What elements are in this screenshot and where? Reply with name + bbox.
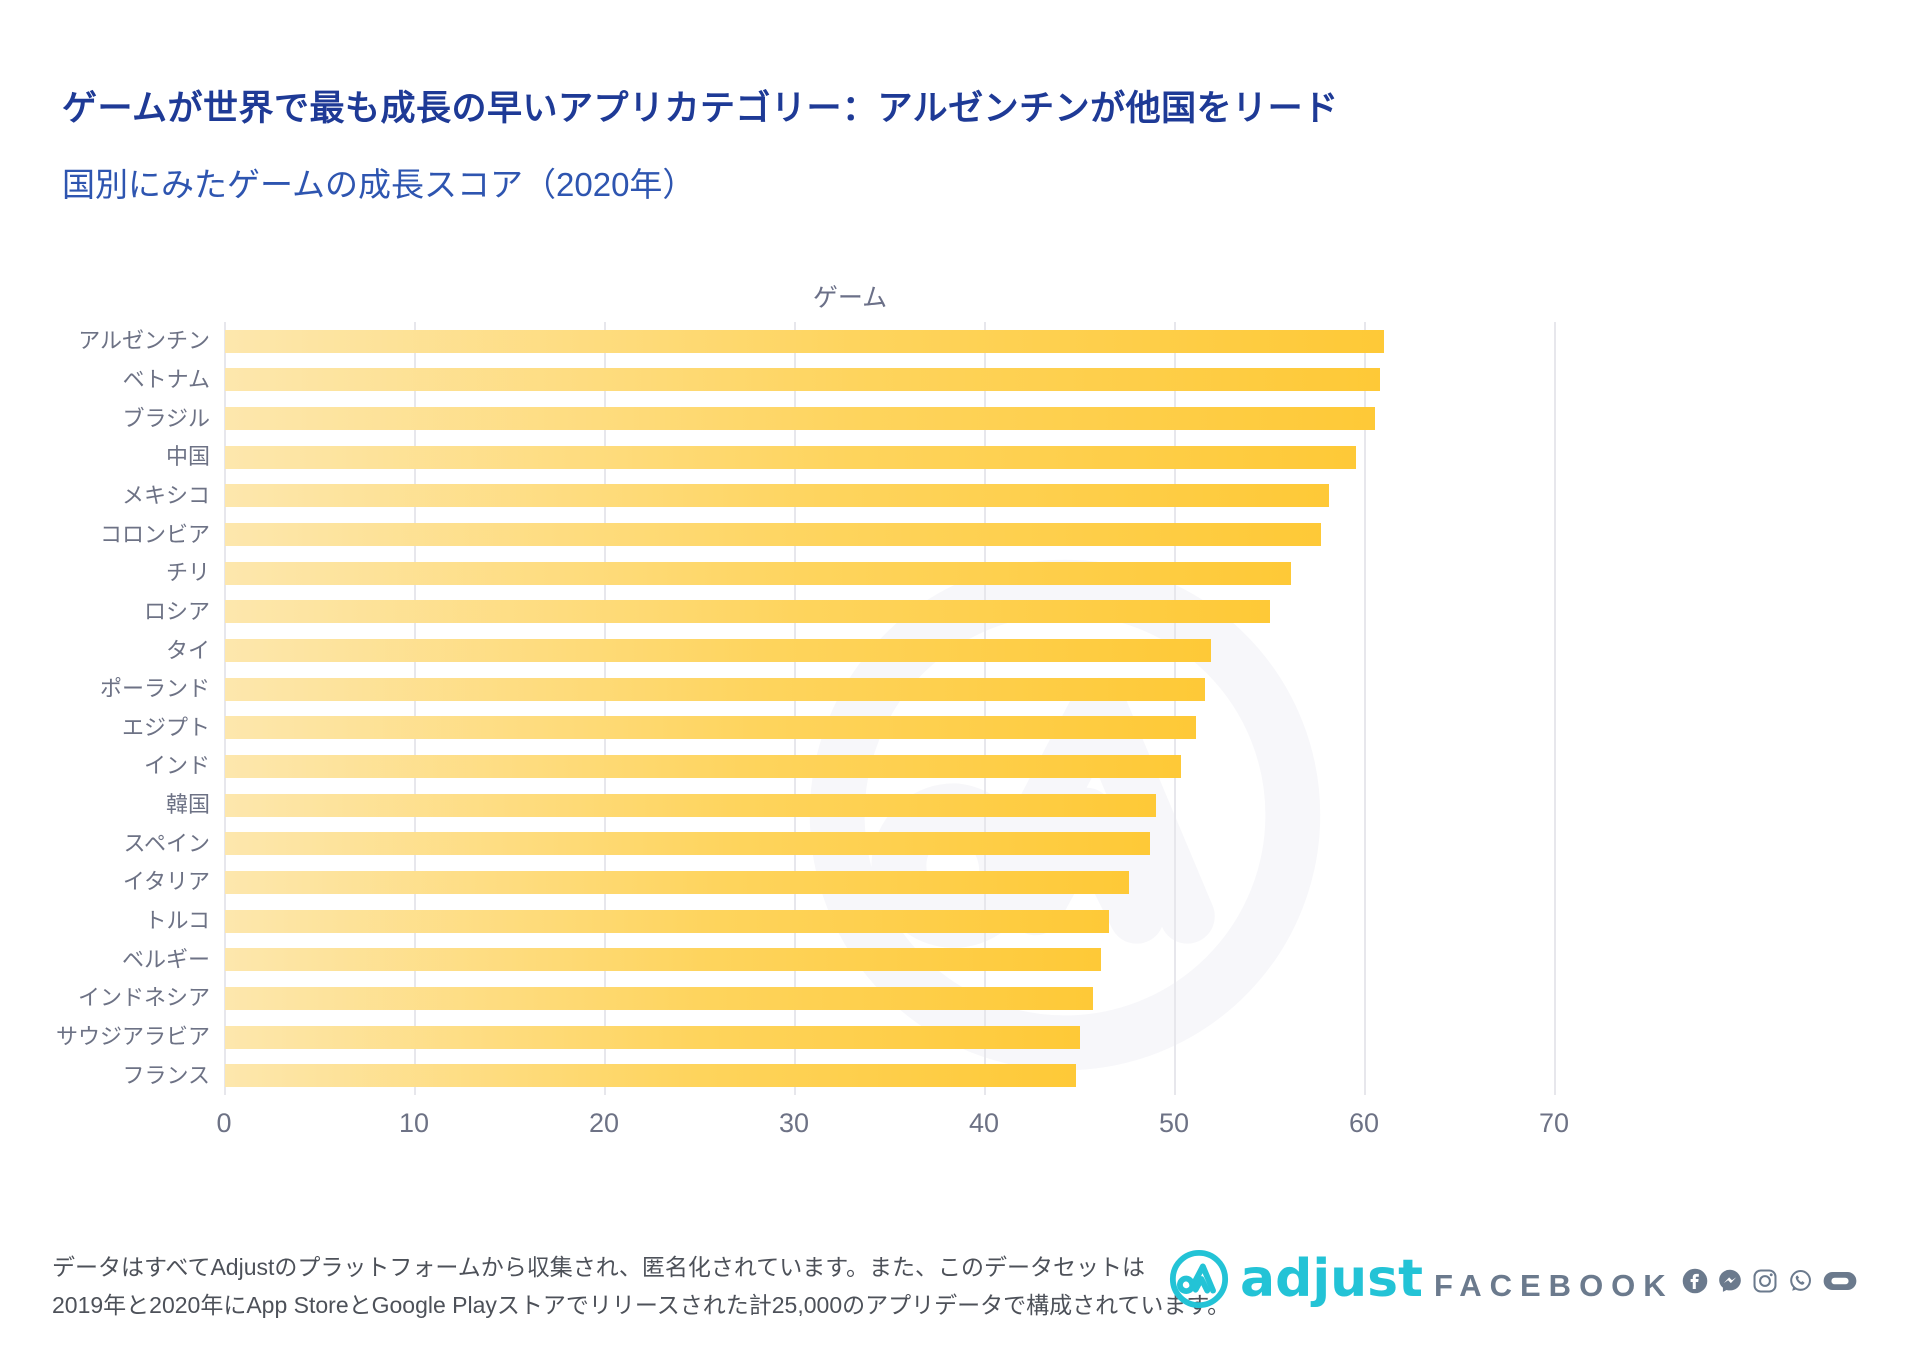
x-tick-label: 50 xyxy=(1158,1108,1190,1138)
gridline-x40 xyxy=(984,322,986,1095)
page-subtitle: 国別にみたゲームの成長スコア（2020年） xyxy=(62,166,696,203)
bar-8 xyxy=(225,639,1212,663)
x-tick-label: 70 xyxy=(1538,1108,1570,1138)
x-tick-label: 60 xyxy=(1348,1108,1380,1138)
bar-14 xyxy=(225,870,1130,894)
page-title: ゲームが世界で最も成長の早いアプリカテゴリー：アルゼンチンが他国をリード xyxy=(62,89,1339,128)
messenger-icon[interactable] xyxy=(1717,1268,1743,1294)
bar-1 xyxy=(225,368,1381,392)
facebook-wordmark[interactable]: FACEBOOK xyxy=(1434,1268,1674,1303)
country-label: トルコ xyxy=(144,908,210,934)
country-label: ベトナム xyxy=(122,366,210,392)
country-label: チリ xyxy=(165,560,210,586)
bar-15 xyxy=(225,909,1109,933)
bar-2 xyxy=(225,407,1375,431)
country-label: スペイン xyxy=(123,830,210,856)
bar-13 xyxy=(225,832,1151,856)
country-label: メキシコ xyxy=(121,482,210,508)
gridline-x0 xyxy=(224,322,226,1095)
source-note-line2: 2019年と2020年にApp StoreとGoogle Playストアでリリー… xyxy=(52,1292,1231,1318)
country-label: エジプト xyxy=(121,714,210,740)
country-label: 韓国 xyxy=(165,792,210,818)
bar-19 xyxy=(225,1064,1077,1088)
bar-7 xyxy=(225,600,1270,624)
x-tick-label: 10 xyxy=(398,1108,430,1138)
bar-16 xyxy=(225,948,1101,972)
gridline-x30 xyxy=(794,322,796,1095)
bar-5 xyxy=(225,523,1322,547)
gridline-x50 xyxy=(1174,322,1176,1095)
source-note-line1: データはすべてAdjustのプラットフォームから収集され、匿名化されています。ま… xyxy=(52,1254,1145,1280)
country-label: ポーランド xyxy=(99,676,210,702)
x-tick-label: 40 xyxy=(968,1108,1000,1138)
country-label: イタリア xyxy=(122,869,210,895)
branding-bar: adjust FACEBOOK xyxy=(1168,1240,1888,1330)
bar-6 xyxy=(225,561,1291,585)
bar-chart: ゲーム アルゼンチンベトナムブラジル中国メキシココロンビアチリロシアタイポーラン… xyxy=(0,230,1920,1160)
bar-3 xyxy=(225,445,1356,469)
bar-4 xyxy=(225,484,1329,508)
facebook-icon[interactable] xyxy=(1682,1268,1708,1294)
country-label: ロシア xyxy=(143,598,210,624)
x-tick-label: 20 xyxy=(588,1108,620,1138)
country-label: コロンビア xyxy=(99,521,210,547)
country-label: インドネシア xyxy=(77,985,210,1011)
country-label: タイ xyxy=(165,637,210,663)
bar-18 xyxy=(225,1025,1080,1049)
chart-title: ゲーム xyxy=(812,284,888,312)
adjust-wordmark: adjust xyxy=(1240,1249,1423,1309)
gridline-x60 xyxy=(1364,322,1366,1095)
country-label: ブラジル xyxy=(122,405,210,431)
bar-0 xyxy=(225,329,1384,353)
country-label: アルゼンチン xyxy=(78,328,210,354)
social-icons xyxy=(1682,1268,1858,1294)
whatsapp-icon[interactable] xyxy=(1787,1268,1813,1294)
gridline-x20 xyxy=(604,322,606,1095)
country-label: 中国 xyxy=(165,444,210,470)
adjust-logo[interactable]: adjust xyxy=(1168,1248,1423,1310)
source-note: データはすべてAdjustのプラットフォームから収集され、匿名化されています。ま… xyxy=(52,1248,1230,1324)
bar-10 xyxy=(225,716,1196,740)
bar-12 xyxy=(225,793,1156,817)
instagram-icon[interactable] xyxy=(1752,1268,1778,1294)
oculus-icon[interactable] xyxy=(1822,1269,1858,1293)
gridline-x10 xyxy=(414,322,416,1095)
country-label: サウジアラビア xyxy=(55,1024,210,1050)
x-tick-label: 0 xyxy=(216,1108,232,1138)
x-tick-label: 30 xyxy=(778,1108,810,1138)
country-label: インド xyxy=(143,753,210,779)
gridline-x70 xyxy=(1554,322,1556,1095)
adjust-icon xyxy=(1169,1249,1229,1309)
country-label: フランス xyxy=(122,1062,210,1088)
bar-9 xyxy=(225,677,1206,701)
bar-17 xyxy=(225,986,1094,1010)
bar-11 xyxy=(225,754,1181,778)
country-label: ベルギー xyxy=(121,946,210,972)
